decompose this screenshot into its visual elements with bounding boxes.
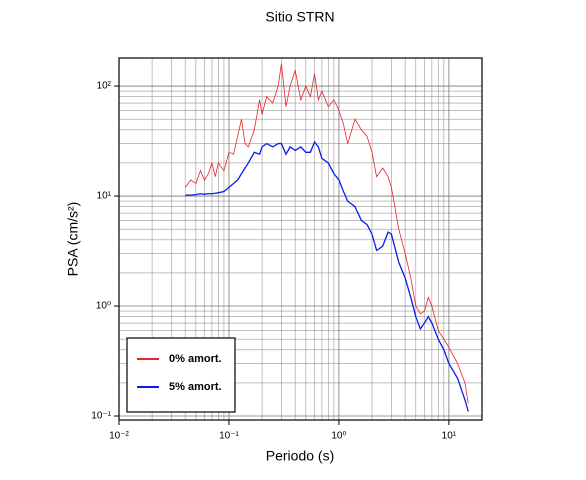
legend-label: 5% amort. bbox=[169, 381, 222, 393]
x-tick-label: 10¹ bbox=[442, 431, 457, 442]
y-tick-label: 10² bbox=[97, 81, 112, 92]
x-tick-label: 10⁰ bbox=[331, 431, 346, 442]
x-tick-label: 10⁻¹ bbox=[219, 431, 239, 442]
y-tick-label: 10¹ bbox=[97, 191, 112, 202]
y-axis-label: PSA (cm/s²) bbox=[65, 202, 81, 277]
legend-box bbox=[126, 337, 236, 413]
legend-label: 0% amort. bbox=[169, 353, 222, 365]
y-tick-label: 10⁰ bbox=[96, 301, 111, 312]
series-line bbox=[185, 140, 469, 412]
x-axis-label: Periodo (s) bbox=[266, 448, 334, 464]
y-tick-label: 10⁻¹ bbox=[91, 411, 111, 422]
chart-title: Sitio STRN bbox=[265, 9, 334, 25]
x-tick-label: 10⁻² bbox=[109, 431, 129, 442]
plot-frame bbox=[118, 57, 483, 421]
series-line bbox=[184, 63, 469, 404]
